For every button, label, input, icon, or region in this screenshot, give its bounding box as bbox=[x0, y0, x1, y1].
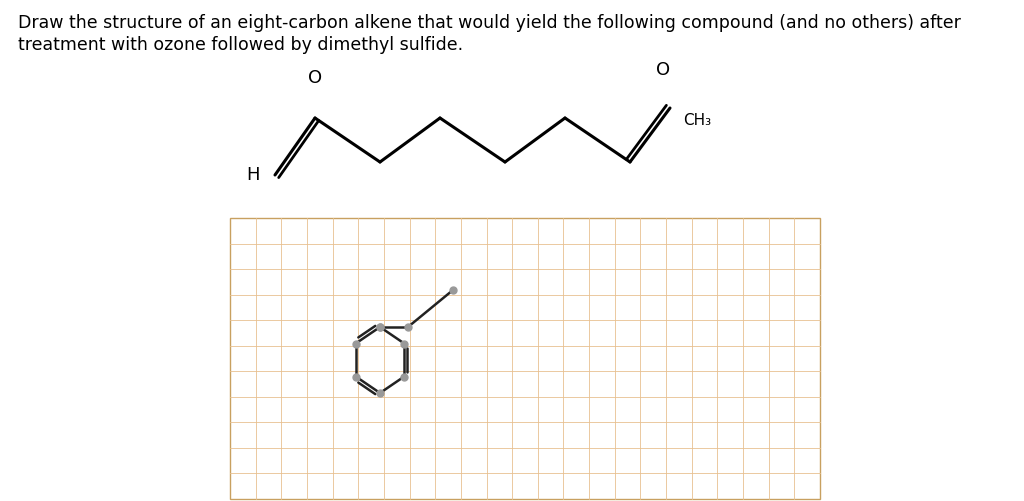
Text: O: O bbox=[308, 69, 323, 87]
Text: H: H bbox=[247, 166, 260, 184]
Text: Draw the structure of an eight-carbon alkene that would yield the following comp: Draw the structure of an eight-carbon al… bbox=[18, 14, 961, 32]
Text: treatment with ozone followed by dimethyl sulfide.: treatment with ozone followed by dimethy… bbox=[18, 36, 463, 54]
Text: CH₃: CH₃ bbox=[683, 113, 711, 128]
Text: O: O bbox=[656, 61, 670, 79]
Bar bbox=[230, 218, 820, 499]
